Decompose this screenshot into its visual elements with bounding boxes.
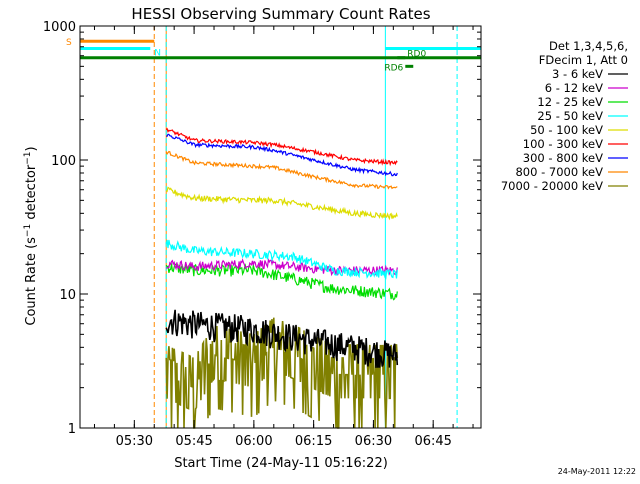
series-line-3: [165, 239, 398, 280]
footer-date: 24-May-2011 12:22: [558, 467, 636, 476]
y-label-sup2: −1: [23, 151, 33, 164]
series-line-0: [165, 309, 399, 368]
series-line-7: [165, 150, 398, 190]
plot-area: S N RD0 RD6 05:30 05:45 06:00 06:15 06:30 06:45 1 1…: [43, 20, 482, 449]
y-label-mid: detector: [24, 164, 39, 224]
legend-label-8: 7000 - 20000 keV: [501, 179, 603, 193]
legend-label-0: 3 - 6 keV: [552, 67, 603, 81]
legend-label-5: 100 - 300 keV: [523, 137, 603, 151]
legend-header-line1: Det 1,3,4,5,6,: [549, 39, 628, 53]
flag-label-s: S: [66, 38, 72, 48]
legend-label-6: 300 - 800 keV: [523, 151, 603, 165]
series-line-6: [166, 133, 398, 177]
y-label-sup1: −1: [23, 224, 33, 237]
y-axis-label: Count Rate (s−1 detector−1): [23, 146, 39, 325]
legend-label-4: 50 - 100 keV: [530, 123, 603, 137]
series-line-2: [165, 263, 398, 301]
x-tick-label-4: 06:30: [355, 434, 392, 449]
x-axis-label: Start Time (24-May-11 05:16:22): [174, 456, 388, 471]
legend-label-2: 12 - 25 keV: [537, 95, 603, 109]
y-label-pre: Count Rate (s: [24, 237, 39, 326]
y-label-post: ): [24, 146, 39, 151]
y-tick-label-2: 100: [51, 154, 76, 169]
legend-label-7: 800 - 7000 keV: [515, 165, 603, 179]
legend-label-3: 25 - 50 keV: [537, 109, 603, 123]
y-tick-label-0: 1: [68, 422, 76, 437]
series-line-4: [165, 186, 398, 221]
series-line-1: [166, 257, 398, 277]
x-tick-label-2: 06:00: [235, 434, 272, 449]
series-line-8: [165, 317, 399, 429]
plot-frame: [79, 25, 482, 429]
y-tick-label-1: 10: [59, 288, 76, 303]
x-tick-label-1: 05:45: [175, 434, 212, 449]
x-tick-label-5: 06:45: [414, 434, 451, 449]
x-tick-label-0: 05:30: [116, 434, 153, 449]
x-tick-label-3: 06:15: [295, 434, 332, 449]
legend-label-1: 6 - 12 keV: [545, 81, 603, 95]
series-line-5: [165, 127, 398, 167]
legend-header-line2: FDecim 1, Att 0: [539, 53, 628, 67]
flag-label-rd0: RD0: [407, 50, 426, 60]
y-tick-label-3: 1000: [43, 20, 76, 35]
flag-label-rd6: RD6: [384, 63, 403, 73]
chart-title: HESSI Observing Summary Count Rates: [131, 5, 430, 23]
legend: Det 1,3,4,5,6, FDecim 1, Att 0 3 - 6 keV…: [501, 39, 628, 193]
flag-label-n: N: [154, 48, 161, 58]
